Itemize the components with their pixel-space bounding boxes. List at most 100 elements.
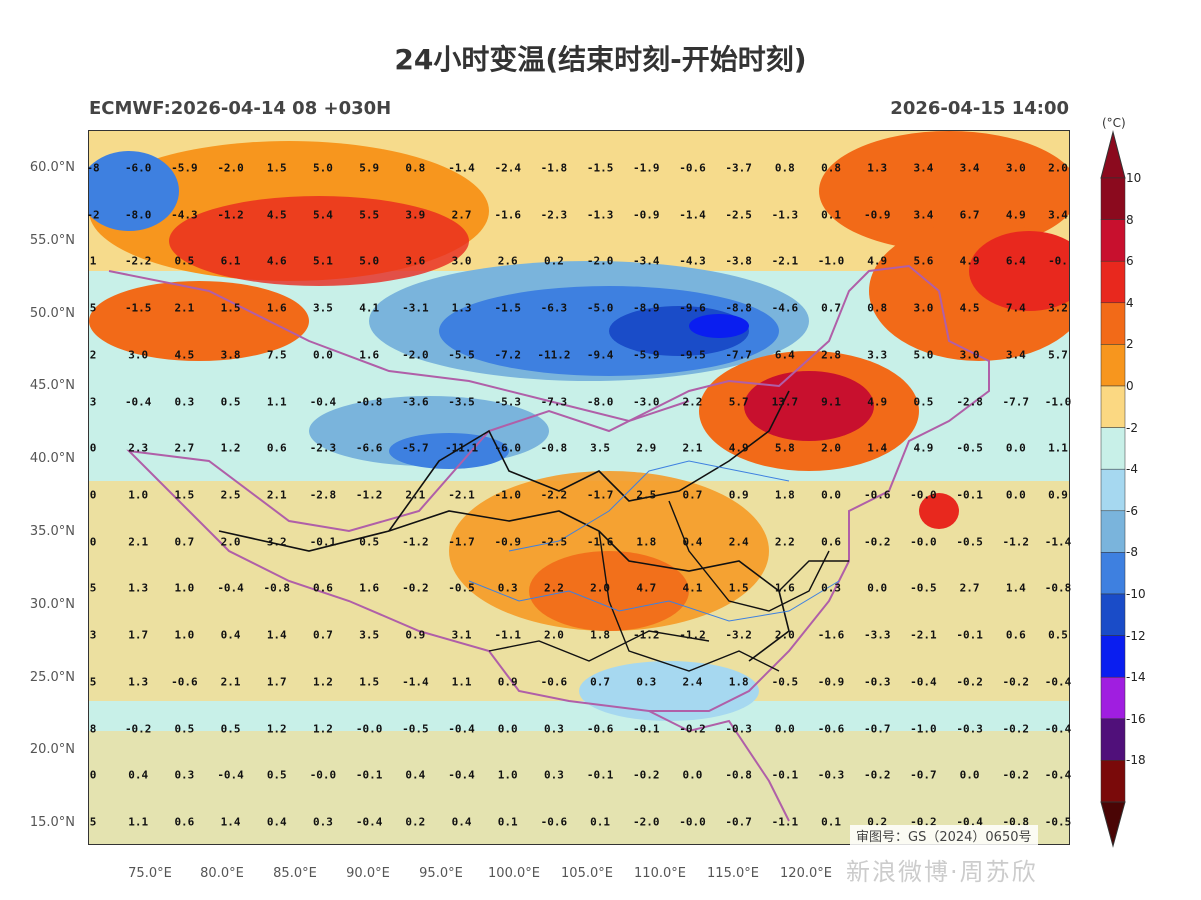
- grid-value: 3.4: [913, 161, 934, 175]
- grid-value: 0.1: [821, 815, 841, 829]
- boundary-lines: [108, 264, 990, 822]
- grid-value: -6.0: [494, 441, 521, 455]
- grid-value: -5.5: [448, 348, 475, 362]
- grid-value: -0.5: [402, 722, 429, 736]
- grid-value: -0.6: [863, 488, 891, 502]
- grid-value: -0.3: [817, 768, 845, 782]
- grid-value: 9.1: [821, 395, 841, 409]
- grid-value: -1.0: [817, 254, 845, 268]
- color-bar-segment: [1100, 760, 1126, 803]
- grid-value: 3.9: [405, 208, 426, 222]
- grid-value: 2.0: [543, 628, 564, 642]
- color-bar-segment: [1100, 718, 1126, 761]
- grid-value: -0.4: [355, 815, 383, 829]
- grid-value: -1.5: [124, 301, 152, 315]
- grid-value: -0.1: [355, 768, 383, 782]
- grid-value: -0.4: [1044, 768, 1072, 782]
- grid-value: 2.3: [128, 441, 149, 455]
- grid-value: -2.8: [309, 488, 337, 502]
- grid-value: -1.4: [402, 675, 429, 689]
- grid-value: -0.5: [771, 675, 799, 689]
- grid-value: -1.3: [771, 208, 799, 222]
- grid-value: 0.2: [405, 815, 426, 829]
- grid-value: 4.9: [1005, 208, 1026, 222]
- grid-value: 4.9: [728, 441, 749, 455]
- grid-value: 3.4: [913, 208, 934, 222]
- grid-value: 4.9: [867, 395, 888, 409]
- lon-label-85: 85.0°E: [273, 866, 317, 881]
- grid-value: -0.7: [910, 768, 937, 782]
- grid-value: 2.1: [682, 441, 703, 455]
- grid-value: 5.0: [313, 161, 333, 175]
- grid-value: 3.5: [590, 441, 611, 455]
- grid-value: 2.0: [590, 581, 611, 595]
- grid-value: 5.7: [1048, 348, 1068, 362]
- grid-value: 2.2: [543, 581, 564, 595]
- grid-value: 0.1: [821, 208, 841, 222]
- grid-value: -0.5: [910, 581, 937, 595]
- grid-value: -2.5: [725, 208, 752, 222]
- grid-value: -1.6: [817, 628, 845, 642]
- grid-value: 0.9: [405, 628, 426, 642]
- model-run-label: ECMWF:2026-04-14 08 +030H: [89, 98, 392, 119]
- grid-value: 0.6: [1005, 628, 1026, 642]
- grid-value: -0.2: [1002, 675, 1030, 689]
- grid-value: -0.6: [540, 815, 568, 829]
- grid-value: 1.0: [174, 628, 195, 642]
- grid-value: 1.5: [728, 581, 749, 595]
- grid-value: 13.7: [771, 395, 799, 409]
- lon-label-100: 100.0°E: [488, 866, 540, 881]
- grid-value: -8: [86, 161, 100, 175]
- color-bar-top-arrow: [1100, 130, 1126, 179]
- grid-value: 1.0: [497, 768, 518, 782]
- grid-value: 1.6: [774, 581, 795, 595]
- grid-value: -3.6: [402, 395, 429, 409]
- grid-value: -3.4: [633, 254, 660, 268]
- grid-value: 0.0: [959, 768, 980, 782]
- grid-value: -6.6: [355, 441, 383, 455]
- grid-value: -0.8: [1044, 581, 1072, 595]
- grid-value: 1.3: [128, 675, 149, 689]
- grid-value: 1.1: [266, 395, 287, 409]
- grid-value: 2.5: [636, 488, 657, 502]
- lat-label-40: 40.0°N: [29, 451, 75, 466]
- grid-value: 1.1: [128, 815, 149, 829]
- grid-value: -0.6: [817, 722, 845, 736]
- grid-value: 4.9: [913, 441, 934, 455]
- grid-value: 2.0: [220, 535, 241, 549]
- grid-value: -0.9: [863, 208, 891, 222]
- grid-value: 5.8: [774, 441, 795, 455]
- grid-value: 2.4: [728, 535, 749, 549]
- grid-value: -0.0: [910, 535, 937, 549]
- grid-value: -2.4: [494, 161, 521, 175]
- grid-value: 0.3: [174, 395, 195, 409]
- grid-value: -0.2: [124, 722, 152, 736]
- grid-value: -5.0: [586, 301, 614, 315]
- grid-value: 0.7: [821, 301, 841, 315]
- grid-value: 1.8: [636, 535, 657, 549]
- grid-value: -0.9: [633, 208, 660, 222]
- grid-value: 0.4: [128, 768, 149, 782]
- grid-value: 0: [89, 535, 97, 549]
- grid-value: -0.1: [956, 628, 983, 642]
- grid-value: 0.3: [543, 722, 564, 736]
- grid-value: 8: [89, 722, 97, 736]
- grid-value: -0.0: [910, 488, 937, 502]
- grid-value: -2: [86, 208, 100, 222]
- color-bar-segment: [1100, 427, 1126, 470]
- grid-value: 0.1: [590, 815, 611, 829]
- grid-value: 7.5: [266, 348, 287, 362]
- grid-value: 6.4: [774, 348, 795, 362]
- grid-value: 1.3: [451, 301, 472, 315]
- grid-value: -0.6: [171, 675, 198, 689]
- grid-value: -0.5: [1044, 815, 1072, 829]
- grid-value: -0.2: [679, 722, 706, 736]
- grid-value: 1.0: [174, 581, 195, 595]
- grid-value: 1.4: [1005, 581, 1026, 595]
- grid-value: 2.6: [497, 254, 518, 268]
- valid-time-label: 2026-04-15 14:00: [890, 98, 1069, 119]
- lon-label-120: 120.0°E: [780, 866, 832, 881]
- grid-value: -3.2: [725, 628, 752, 642]
- grid-value: -0.2: [633, 768, 660, 782]
- grid-value: -0.2: [863, 535, 891, 549]
